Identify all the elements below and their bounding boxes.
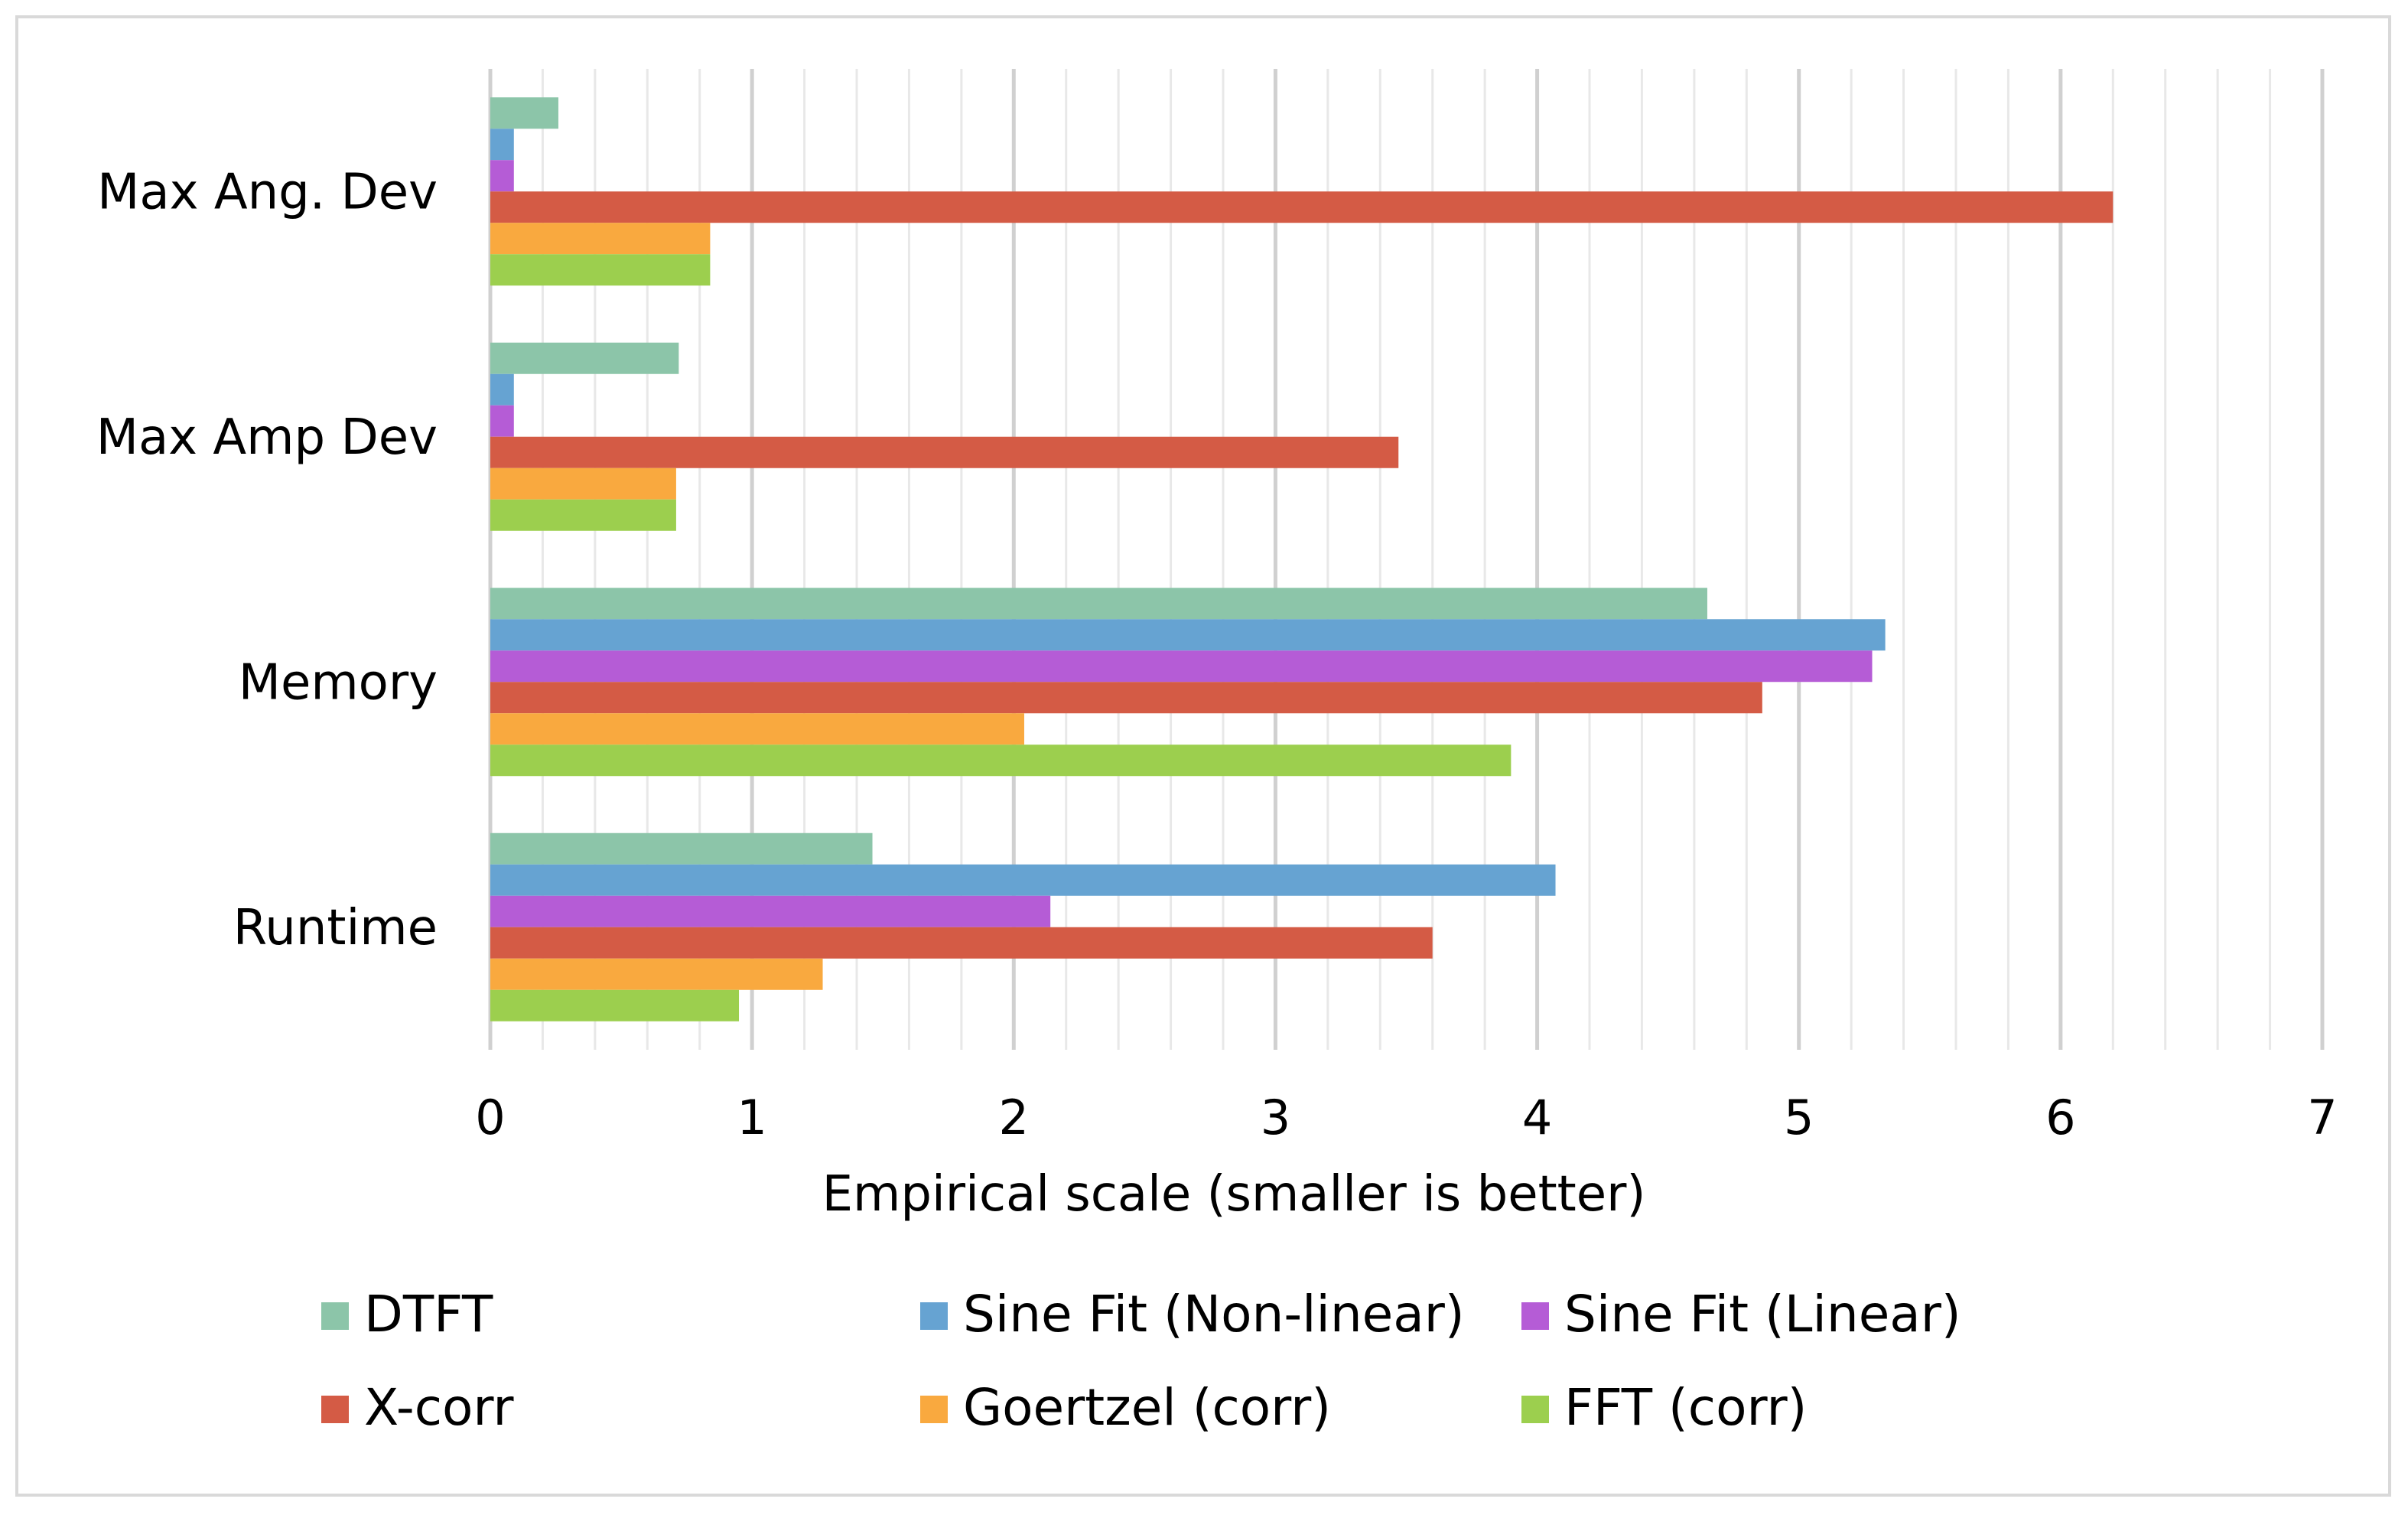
bar-runtime-dtft[interactable]	[490, 832, 873, 865]
bar-max-ang-dev-x-corr[interactable]	[490, 191, 2114, 223]
category-label-memory: Memory	[239, 654, 438, 711]
bar-max-ang-dev-sine-fit-non-linear[interactable]	[490, 129, 514, 161]
bar-memory-sine-fit-linear[interactable]	[490, 650, 1873, 683]
bar-memory-x-corr[interactable]	[490, 682, 1762, 714]
bar-runtime-fft-corr[interactable]	[490, 989, 740, 1021]
legend-swatch	[920, 1302, 948, 1330]
bars	[490, 97, 2114, 1021]
legend-item-sine-fit-linear[interactable]: Sine Fit (Linear)	[1521, 1285, 1961, 1344]
x-tick-label: 5	[1784, 1090, 1814, 1145]
category-label-runtime: Runtime	[233, 900, 438, 956]
bar-runtime-x-corr[interactable]	[490, 927, 1433, 959]
x-tick-label: 6	[2045, 1090, 2075, 1145]
bar-max-amp-dev-sine-fit-non-linear[interactable]	[490, 373, 514, 406]
category-label-max-ang-dev: Max Ang. Dev	[97, 164, 438, 220]
legend-label: Sine Fit (Linear)	[1564, 1285, 1961, 1344]
x-axis-title: Empirical scale (smaller is better)	[822, 1166, 1646, 1223]
x-tick-label: 3	[1261, 1090, 1290, 1145]
x-tick-label: 4	[1522, 1090, 1552, 1145]
bar-runtime-sine-fit-non-linear[interactable]	[490, 864, 1556, 896]
x-tick-labels: 0 1 2 3 4 5 6 7	[475, 1090, 2337, 1145]
bar-max-amp-dev-dtft[interactable]	[490, 342, 679, 374]
bar-max-ang-dev-sine-fit-linear[interactable]	[490, 160, 514, 192]
bar-max-amp-dev-fft-corr[interactable]	[490, 499, 676, 531]
legend-label: DTFT	[364, 1285, 493, 1344]
bar-memory-sine-fit-non-linear[interactable]	[490, 619, 1886, 651]
category-label-max-amp-dev: Max Amp Dev	[96, 409, 438, 466]
bar-runtime-sine-fit-linear[interactable]	[490, 895, 1051, 927]
legend-item-goertzel-corr[interactable]: Goertzel (corr)	[920, 1378, 1331, 1437]
legend-label: Sine Fit (Non-linear)	[963, 1285, 1465, 1344]
legend-swatch	[1521, 1302, 1549, 1330]
legend-swatch	[321, 1396, 349, 1423]
category-labels: Max Ang. Dev Max Amp Dev Memory Runtime	[96, 164, 438, 956]
x-tick-label: 1	[737, 1090, 766, 1145]
bar-memory-goertzel-corr[interactable]	[490, 713, 1024, 745]
bar-memory-fft-corr[interactable]	[490, 744, 1512, 777]
bar-max-ang-dev-dtft[interactable]	[490, 97, 558, 129]
legend-label: Goertzel (corr)	[963, 1378, 1331, 1437]
bar-max-amp-dev-goertzel-corr[interactable]	[490, 468, 676, 500]
bar-max-ang-dev-fft-corr[interactable]	[490, 254, 711, 286]
bar-runtime-goertzel-corr[interactable]	[490, 958, 823, 990]
x-tick-label: 2	[999, 1090, 1029, 1145]
legend-swatch	[920, 1396, 948, 1423]
bar-memory-dtft[interactable]	[490, 588, 1707, 620]
x-tick-label: 0	[475, 1090, 505, 1145]
bar-max-ang-dev-goertzel-corr[interactable]	[490, 223, 711, 255]
bar-max-amp-dev-x-corr[interactable]	[490, 436, 1399, 468]
legend-swatch	[321, 1302, 349, 1330]
legend-item-fft-corr[interactable]: FFT (corr)	[1521, 1378, 1807, 1437]
legend[interactable]: DTFT Sine Fit (Non-linear) Sine Fit (Linea…	[321, 1285, 1961, 1437]
legend-item-x-corr[interactable]: X-corr	[321, 1378, 514, 1437]
legend-swatch	[1521, 1396, 1549, 1423]
legend-item-sine-fit-non-linear[interactable]: Sine Fit (Non-linear)	[920, 1285, 1465, 1344]
legend-item-dtft[interactable]: DTFT	[321, 1285, 493, 1344]
legend-label: FFT (corr)	[1564, 1378, 1807, 1437]
x-tick-label: 7	[2307, 1090, 2337, 1145]
bar-max-amp-dev-sine-fit-linear[interactable]	[490, 405, 514, 437]
legend-label: X-corr	[364, 1378, 514, 1437]
